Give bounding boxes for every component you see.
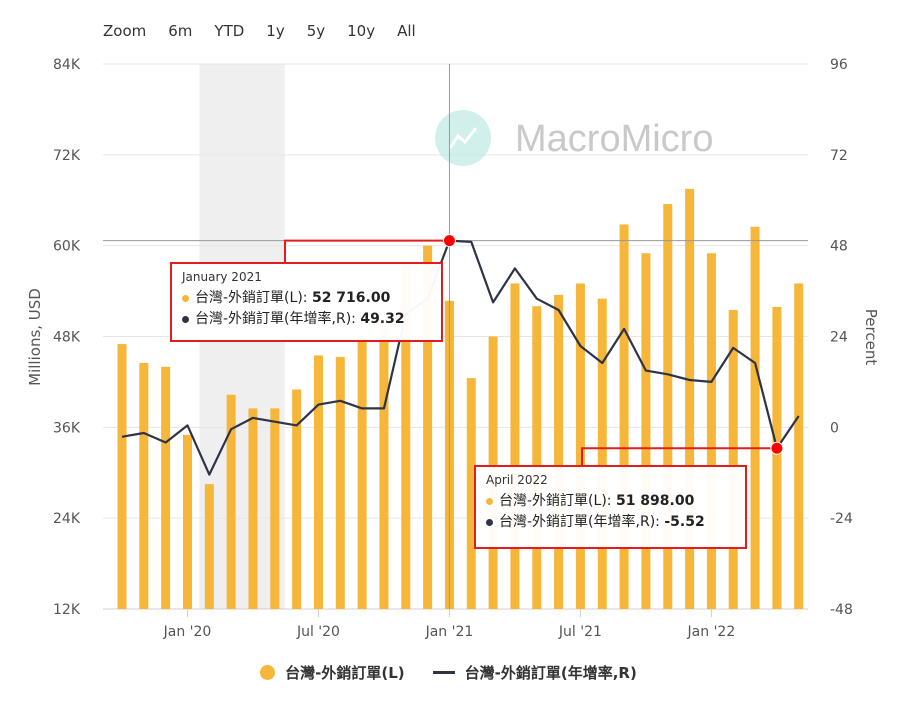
tooltip-april-2022: April 2022 台灣-外銷訂單(L): 51 898.00 台灣-外銷訂單… [474,465,747,549]
bar [772,306,782,609]
bar [335,356,345,609]
right-axis-tick: 24 [830,330,848,346]
tooltip-row-value: 49.32 [360,311,405,327]
bar [161,366,171,609]
left-axis-tick: 48K [53,330,81,346]
tooltip-row-label: 台灣-外銷訂單(L): [499,493,616,509]
tooltip-row-value: 51 898.00 [615,493,695,509]
bar [182,434,192,609]
right-axis-tick: 0 [830,420,839,436]
watermark-text: MacroMicro [515,118,713,160]
bar [401,264,411,609]
bar [466,378,476,609]
zoom-5y-button[interactable]: 5y [306,22,326,40]
tooltip-row-label: 台灣-外銷訂單(L): [195,290,312,306]
left-axis-tick: 36K [53,420,81,436]
zoom-bar: Zoom 6m YTD 1y 5y 10y All [103,20,438,42]
tooltip-row-value: -5.52 [664,514,705,530]
highlight-marker [442,234,456,248]
watermark: MacroMicro [435,110,713,166]
legend-item-orders[interactable]: 台灣-外銷訂單(L) [260,662,405,683]
x-axis-tick: Jul '21 [558,624,602,640]
tooltip-title: January 2021 [182,270,262,284]
x-axis-tick: Jan '22 [687,624,736,640]
tooltip-row-yoy: 台灣-外銷訂單(年增率,R): 49.32 [182,309,431,330]
tooltip-row-label: 台灣-外銷訂單(年增率,R): [195,311,361,327]
legend-line-swatch-icon [432,671,455,674]
zoom-10y-button[interactable]: 10y [347,22,376,40]
right-axis-tick: -24 [830,511,853,527]
x-axis-tick: Jan '20 [163,624,212,640]
right-axis-tick: 48 [830,239,848,255]
bar [619,224,629,609]
zoom-all-button[interactable]: All [397,22,416,40]
tooltip-row-label: 台灣-外銷訂單(年增率,R): [499,514,665,530]
legend-item-yoy[interactable]: 台灣-外銷訂單(年增率,R) [432,662,637,683]
bar [270,408,280,609]
tooltip-title: April 2022 [486,473,548,487]
bar [248,408,258,609]
tooltip-connector [284,239,450,262]
bar [728,310,738,609]
bar [554,294,564,609]
bar [379,328,389,609]
x-axis-tick: Jan '21 [425,624,474,640]
bar [139,362,149,609]
x-axis-tick: Jul '20 [296,624,340,640]
legend-label: 台灣-外銷訂單(年增率,R) [464,664,637,682]
right-axis-title: Percent [862,309,880,366]
zoom-ytd-button[interactable]: YTD [214,22,245,40]
bar [204,484,214,609]
bar [597,298,607,609]
bar [641,253,651,609]
yoy-line [121,239,800,476]
zoom-label: Zoom [103,22,147,40]
tooltip-row-orders: 台灣-外銷訂單(L): 52 716.00 [182,288,431,309]
left-axis-tick: 72K [53,148,81,164]
tooltip-row-yoy: 台灣-外銷訂單(年增率,R): -5.52 [486,512,735,533]
bar [292,389,302,609]
legend-label: 台灣-外銷訂單(L) [285,664,405,682]
highlight-marker [770,441,784,455]
bar [794,283,804,609]
bar [226,394,236,609]
tooltip-connector [581,447,777,465]
right-axis-tick: 96 [830,57,848,73]
left-axis-tick: 84K [53,57,81,73]
bar [685,188,695,610]
left-axis-title: Millions, USD [26,288,44,386]
bar [663,204,673,609]
tooltip-january-2021: January 2021 台灣-外銷訂單(L): 52 716.00 台灣-外銷… [170,262,443,342]
tooltip-row-value: 52 716.00 [311,290,391,306]
legend-bar-swatch-icon [260,665,276,680]
bar [532,306,542,609]
right-axis-tick: 72 [830,148,848,164]
bar [750,226,760,610]
right-axis-tick: -48 [830,602,853,618]
zoom-6m-button[interactable]: 6m [168,22,193,40]
legend: 台灣-外銷訂單(L) 台灣-外銷訂單(年增率,R) [0,662,897,683]
bar [575,283,585,609]
left-axis-tick: 60K [53,239,81,255]
chart-canvas[interactable]: MacroMicro 12K -48 24K -24 36K 0 48K 24 60K 48 72K… [0,0,897,650]
bar [313,355,323,609]
watermark-logo-icon [435,110,491,166]
tooltip-row-orders: 台灣-外銷訂單(L): 51 898.00 [486,491,735,512]
bar [117,344,127,609]
bar [357,340,367,609]
bar [510,283,520,609]
bar [423,245,433,609]
zoom-1y-button[interactable]: 1y [266,22,285,40]
bar [706,253,716,609]
left-axis-tick: 12K [53,602,81,618]
left-axis-tick: 24K [53,511,81,527]
